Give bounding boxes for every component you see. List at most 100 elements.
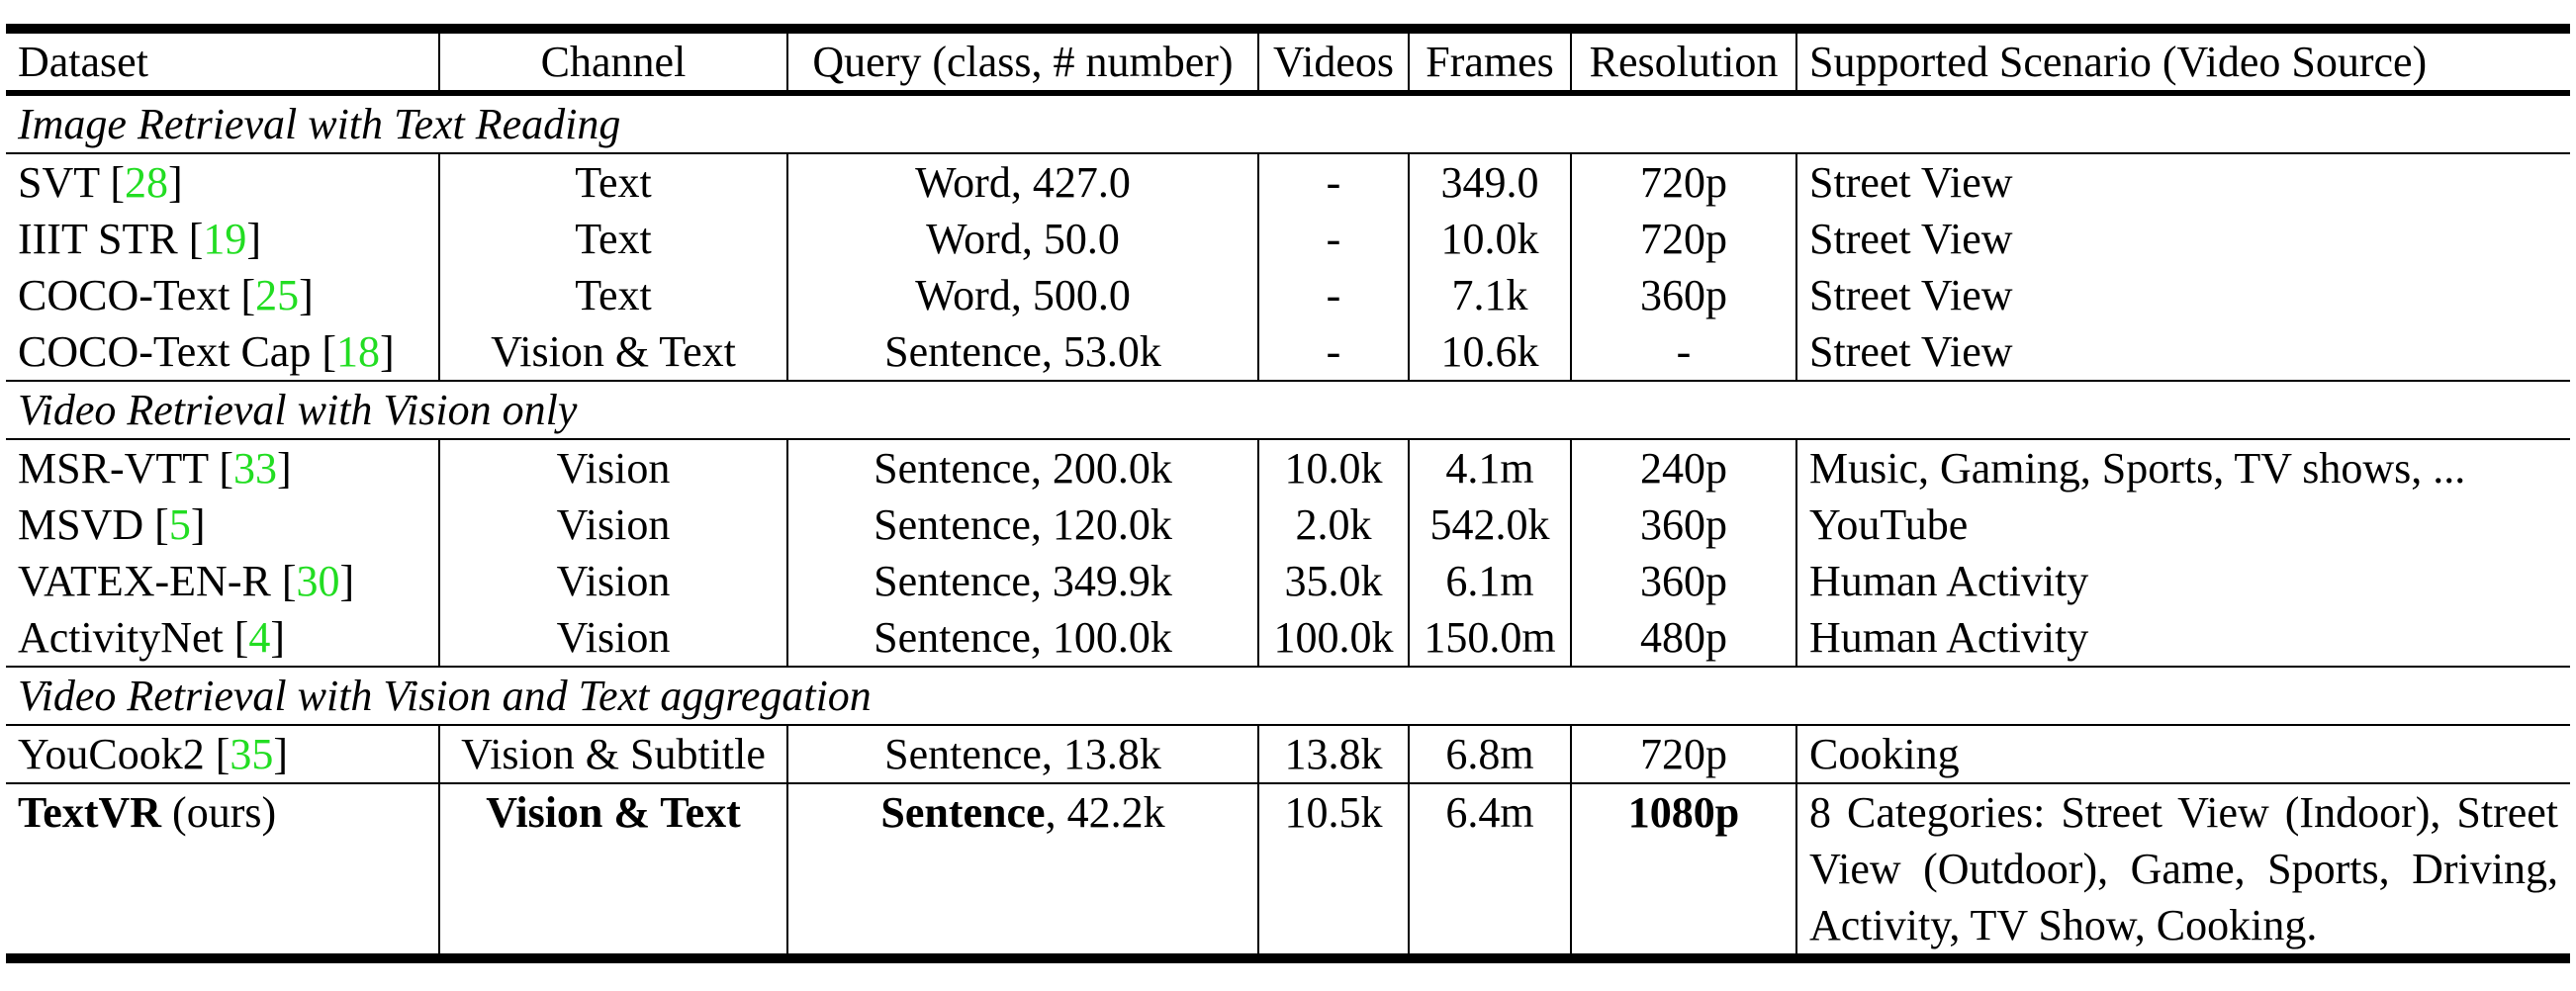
frames-cell: 542.0k <box>1408 496 1571 553</box>
frames-cell: 6.4m <box>1408 783 1571 958</box>
dataset-name: COCO-Text Cap <box>18 327 312 376</box>
dataset-name: SVT <box>18 158 100 207</box>
scenario-cell: Street View <box>1795 323 2570 381</box>
channel-cell: Text <box>438 267 787 323</box>
videos-cell: - <box>1257 211 1409 267</box>
dataset-cell: VATEX-EN-R [30] <box>18 557 355 605</box>
channel-cell: Text <box>438 153 787 211</box>
dataset-name: MSVD <box>18 500 144 549</box>
resolution-cell: 720p <box>1570 211 1796 267</box>
table-row: SVT [28] Text Word, 427.0-349.0 720p Street … <box>6 153 2570 211</box>
header-frames: Frames <box>1408 29 1571 93</box>
query-cell: Sentence, 120.0k <box>786 496 1258 553</box>
query-cell: Sentence, 53.0k <box>786 323 1258 381</box>
query-class: Sentence <box>880 788 1046 837</box>
scenario-cell: Human Activity <box>1795 609 2570 667</box>
channel-cell: Vision & Text <box>438 323 787 381</box>
query-cell: Sentence, 200.0k <box>786 439 1258 496</box>
resolution-cell: 240p <box>1570 439 1796 496</box>
frames-cell: 6.8m <box>1408 725 1571 783</box>
frames-cell: 7.1k <box>1408 267 1571 323</box>
channel-cell: Vision <box>438 496 787 553</box>
dataset-cell: MSVD [5] <box>18 500 206 549</box>
section-header-row: Video Retrieval with Vision and Text agg… <box>6 667 2570 725</box>
resolution-cell: - <box>1570 323 1796 381</box>
table-row: VATEX-EN-R [30] Vision Sentence, 349.9k 35.… <box>6 553 2570 609</box>
table-row: ActivityNet [4] Vision Sentence, 100.0k 100… <box>6 609 2570 667</box>
citation-link[interactable]: 33 <box>232 444 277 493</box>
resolution-cell: 720p <box>1570 153 1796 211</box>
comparison-table: Dataset Channel Query (class, # number) … <box>6 24 2570 963</box>
query-cell: Sentence, 13.8k <box>786 725 1258 783</box>
dataset-name: TextVR <box>18 788 162 837</box>
table-row: YouCook2 [35] Vision & Subtitle Sentence, … <box>6 725 2570 783</box>
citation-link[interactable]: 18 <box>336 327 380 376</box>
section-header-row: Video Retrieval with Vision only <box>6 381 2570 439</box>
channel-cell: Vision <box>438 609 787 667</box>
resolution-cell: 480p <box>1570 609 1796 667</box>
dataset-suffix: (ours) <box>161 788 277 837</box>
videos-cell: - <box>1257 267 1409 323</box>
frames-cell: 6.1m <box>1408 553 1571 609</box>
table-row: IIIT STR [19] Text Word, 50.0-10.0k 720p Str… <box>6 211 2570 267</box>
citation-link[interactable]: 4 <box>248 613 271 662</box>
dataset-cell: COCO-Text Cap [18] <box>18 327 395 376</box>
header-channel: Channel <box>438 29 787 93</box>
header-resolution: Resolution <box>1570 29 1796 93</box>
scenario-cell: Human Activity <box>1795 553 2570 609</box>
table-body: Image Retrieval with Text Reading SVT [28… <box>6 93 2570 958</box>
citation-link[interactable]: 30 <box>296 557 340 605</box>
resolution-cell: 1080p <box>1570 783 1796 958</box>
frames-cell: 349.0 <box>1408 153 1571 211</box>
header-query: Query (class, # number) <box>786 29 1258 93</box>
videos-cell: - <box>1257 323 1409 381</box>
dataset-name: VATEX-EN-R <box>18 557 271 605</box>
header-dataset: Dataset <box>18 38 148 86</box>
citation-link[interactable]: 25 <box>255 271 300 319</box>
scenario-cell: Music, Gaming, Sports, TV shows, ... <box>1795 439 2570 496</box>
scenario-cell: Street View <box>1795 153 2570 211</box>
channel-cell: Vision <box>438 439 787 496</box>
dataset-name: IIIT STR <box>18 215 178 263</box>
resolution-cell: 360p <box>1570 496 1796 553</box>
citation-link[interactable]: 5 <box>168 500 191 549</box>
section-header-row: Image Retrieval with Text Reading <box>6 93 2570 153</box>
scenario-cell: YouTube <box>1795 496 2570 553</box>
table-row: COCO-Text Cap [18] Vision & Text Sentence,… <box>6 323 2570 381</box>
citation-link[interactable]: 19 <box>203 215 247 263</box>
channel-cell: Vision & Text <box>438 783 787 958</box>
videos-cell: 100.0k <box>1257 609 1409 667</box>
videos-cell: 10.0k <box>1257 439 1409 496</box>
dataset-name: ActivityNet <box>18 613 224 662</box>
query-cell: Sentence, 42.2k <box>786 783 1258 958</box>
table-row: MSR-VTT [33] Vision Sentence, 200.0k 10.0k 4… <box>6 439 2570 496</box>
dataset-cell: ActivityNet [4] <box>18 613 286 662</box>
scenario-cell: Cooking <box>1795 725 2570 783</box>
header-scenario: Supported Scenario (Video Source) <box>1795 29 2570 93</box>
dataset-name: YouCook2 <box>18 730 205 778</box>
resolution-cell: 360p <box>1570 267 1796 323</box>
query-cell: Sentence, 100.0k <box>786 609 1258 667</box>
videos-cell: - <box>1257 153 1409 211</box>
dataset-cell: SVT [28] <box>18 158 183 207</box>
table-row: MSVD [5] Vision Sentence, 120.0k 2.0k 542.0k… <box>6 496 2570 553</box>
query-cell: Word, 500.0 <box>786 267 1258 323</box>
videos-cell: 2.0k <box>1257 496 1409 553</box>
table-row-textvr: TextVR (ours) Vision & Text Sentence, 42.2… <box>6 783 2570 958</box>
query-cell: Word, 50.0 <box>786 211 1258 267</box>
videos-cell: 35.0k <box>1257 553 1409 609</box>
dataset-name: COCO-Text <box>18 271 230 319</box>
citation-link[interactable]: 28 <box>124 158 168 207</box>
scenario-cell: Street View <box>1795 211 2570 267</box>
citation-link[interactable]: 35 <box>230 730 274 778</box>
scenario-cell: 8 Categories: Street View (Indoor), Stre… <box>1795 783 2570 958</box>
dataset-name: MSR-VTT <box>18 444 209 493</box>
dataset-cell: COCO-Text [25] <box>18 271 314 319</box>
frames-cell: 150.0m <box>1408 609 1571 667</box>
frames-cell: 10.0k <box>1408 211 1571 267</box>
table-row: COCO-Text [25] Text Word, 500.0-7.1k 360p St… <box>6 267 2570 323</box>
frames-cell: 10.6k <box>1408 323 1571 381</box>
channel-cell: Vision <box>438 553 787 609</box>
resolution-cell: 720p <box>1570 725 1796 783</box>
